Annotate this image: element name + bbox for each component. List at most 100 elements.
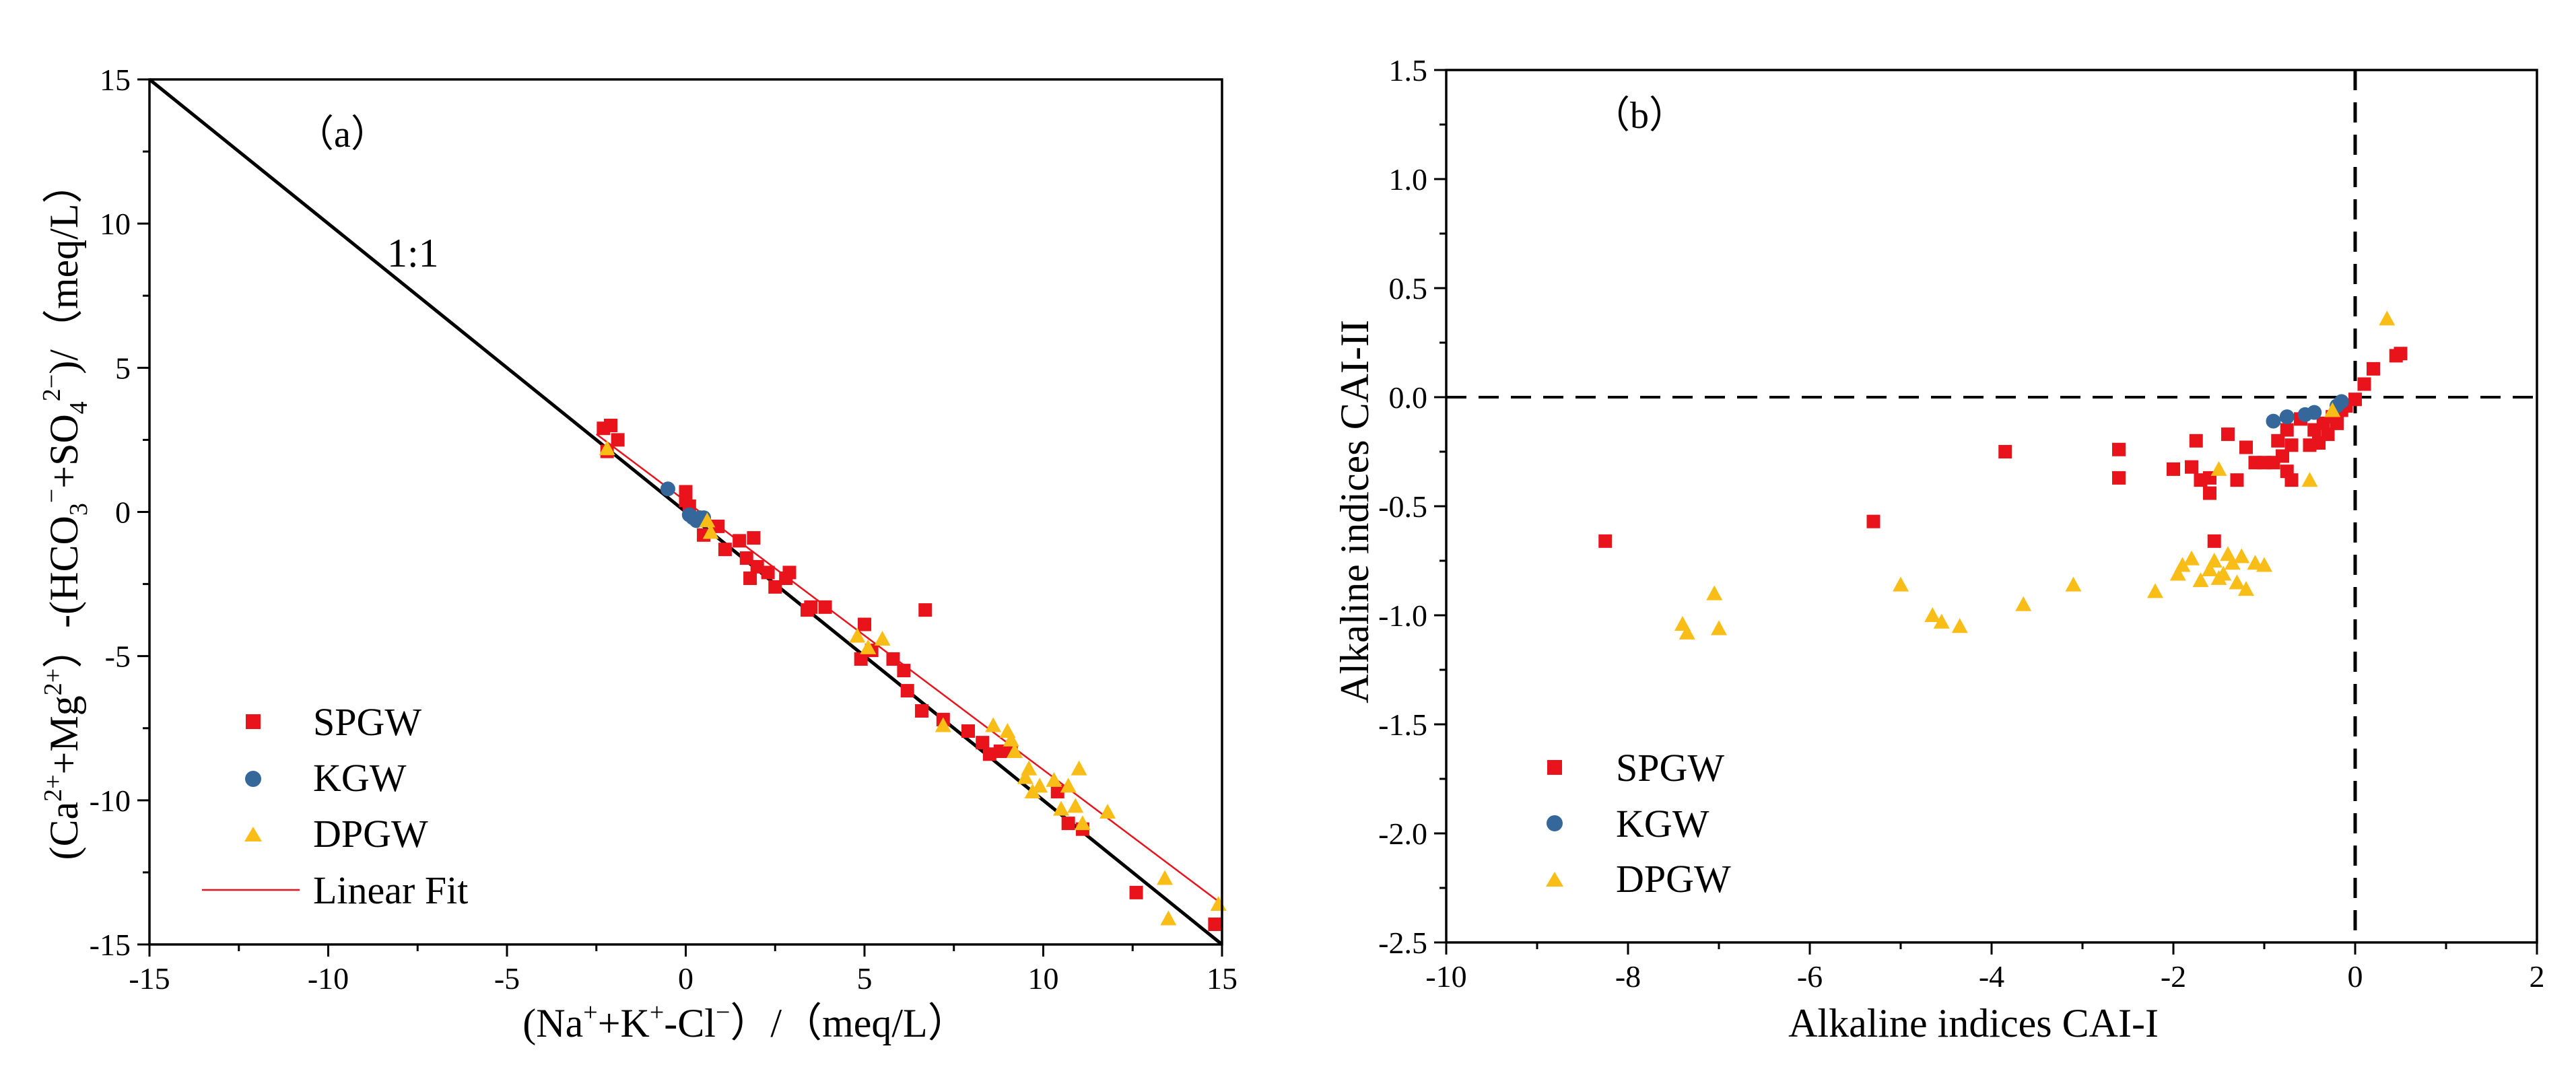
- y-tick-label: -15: [90, 928, 131, 962]
- data-point-spgw: [2271, 434, 2285, 448]
- x-tick-label: -4: [1979, 959, 2004, 994]
- data-point-spgw: [2394, 347, 2408, 361]
- data-point-spgw: [2367, 361, 2380, 376]
- data-point-dpgw: [2183, 550, 2200, 565]
- data-point-spgw: [886, 652, 900, 666]
- panel-a-one-to-one-label: 1:1: [387, 231, 439, 275]
- data-point-kgw: [660, 481, 675, 497]
- data-point-spgw: [2167, 462, 2180, 476]
- panel-a-ticks: -15 -10 -5 0 5 10 15 -15 -10 -5 0 5 10 15: [90, 63, 1238, 996]
- data-point-dpgw: [985, 717, 1002, 732]
- data-point-spgw: [603, 419, 617, 432]
- data-point-spgw: [2203, 486, 2216, 500]
- legend-label-dpgw: DPGW: [1616, 857, 1731, 901]
- y-tick-label: 5: [115, 351, 131, 385]
- data-point-spgw: [914, 704, 928, 718]
- panel-a-y-axis-title: (Ca2++Mg2+）-(HCO3−+SO42−)/（meq/L）: [38, 163, 93, 860]
- data-point-dpgw: [1679, 624, 1695, 640]
- data-point-spgw: [1598, 534, 1613, 548]
- panel-a-chart: -15 -10 -5 0 5 10 15 -15 -10 -5 0 5 10 15 （a） 1:1 (Na…: [38, 63, 1238, 1045]
- data-point-spgw: [2284, 473, 2299, 487]
- data-point-dpgw: [2174, 557, 2191, 572]
- legend-marker-spgw: [246, 714, 261, 729]
- data-point-dpgw: [874, 630, 891, 646]
- panel-b-label: （b）: [1592, 95, 1687, 137]
- data-point-dpgw: [2324, 402, 2341, 417]
- panel-a-legend: SPGW KGW DPGW Linear Fit: [202, 700, 468, 912]
- legend-label-spgw: SPGW: [1616, 746, 1724, 790]
- data-point-dpgw: [1021, 760, 1038, 775]
- y-tick-label: -2.0: [1378, 817, 1427, 851]
- x-tick-label: 0: [2348, 959, 2363, 994]
- data-point-spgw: [854, 652, 868, 666]
- data-point-spgw: [747, 531, 761, 545]
- data-point-spgw: [2185, 460, 2198, 474]
- data-point-spgw: [1998, 445, 2012, 458]
- data-point-spgw: [900, 684, 914, 698]
- y-tick-label: 1.5: [1389, 53, 1428, 88]
- data-point-dpgw: [2301, 472, 2318, 487]
- legend-marker-kgw: [245, 771, 261, 787]
- panel-b-chart: -10 -8 -6 -4 -2 0 2 -2.5 -2.0 -1.5 -1.0 -0.5 0.0 0.5 1…: [1332, 53, 2545, 1045]
- data-point-dpgw: [849, 627, 866, 643]
- data-point-kgw: [2279, 409, 2295, 425]
- data-point-dpgw: [1007, 743, 1023, 759]
- panel-b-legend: SPGW KGW DPGW: [1546, 746, 1731, 901]
- data-point-spgw: [2230, 473, 2244, 487]
- data-point-spgw: [2321, 427, 2335, 442]
- data-point-spgw: [961, 724, 975, 738]
- data-point-dpgw: [2229, 574, 2245, 590]
- y-tick-label: 0.5: [1389, 271, 1428, 306]
- data-point-dpgw: [2065, 576, 2082, 592]
- y-tick-label: 0.0: [1389, 380, 1428, 415]
- data-point-spgw: [2280, 423, 2294, 437]
- data-point-dpgw: [1060, 778, 1077, 793]
- data-point-dpgw: [935, 717, 951, 732]
- y-tick-label: -1.5: [1378, 708, 1427, 742]
- data-point-dpgw: [2238, 581, 2254, 596]
- x-tick-label: 15: [1207, 961, 1238, 996]
- data-point-dpgw: [702, 524, 719, 539]
- data-point-dpgw: [1067, 798, 1084, 813]
- data-point-spgw: [2239, 440, 2253, 454]
- data-point-spgw: [2112, 442, 2126, 456]
- data-point-spgw: [2357, 377, 2371, 391]
- legend-label-kgw: KGW: [313, 756, 407, 800]
- data-point-dpgw: [1711, 620, 1727, 635]
- data-point-dpgw: [1071, 760, 1087, 775]
- y-tick-label: 1.0: [1389, 162, 1428, 197]
- data-point-dpgw: [1160, 910, 1177, 926]
- data-point-spgw: [761, 565, 775, 580]
- data-point-dpgw: [1053, 800, 1070, 816]
- legend-marker-spgw: [1547, 760, 1562, 775]
- data-point-dpgw: [2206, 553, 2223, 567]
- data-point-spgw: [976, 736, 990, 750]
- panel-a-points: [597, 419, 1227, 932]
- x-tick-label: -2: [2161, 959, 2186, 994]
- data-point-spgw: [1208, 918, 1222, 932]
- y-tick-label: -2.5: [1378, 926, 1427, 960]
- data-point-dpgw: [2233, 548, 2250, 563]
- y-tick-label: 0: [115, 495, 131, 530]
- data-point-dpgw: [860, 639, 877, 654]
- x-tick-label: -15: [129, 961, 170, 996]
- data-point-spgw: [718, 543, 732, 557]
- data-point-spgw: [818, 600, 832, 614]
- data-point-dpgw: [699, 512, 716, 528]
- x-tick-label: -8: [1615, 959, 1641, 994]
- data-point-dpgw: [2224, 555, 2241, 570]
- data-point-spgw: [711, 519, 725, 533]
- data-point-spgw: [2276, 449, 2289, 463]
- legend-label-kgw: KGW: [1616, 802, 1709, 846]
- x-tick-label: -5: [494, 961, 520, 996]
- x-tick-label: -6: [1797, 959, 1823, 994]
- data-point-spgw: [2221, 427, 2235, 442]
- data-point-spgw: [2207, 534, 2221, 548]
- data-point-dpgw: [2202, 561, 2218, 576]
- data-point-spgw: [2189, 434, 2203, 448]
- y-tick-label: -10: [90, 784, 131, 818]
- data-point-spgw: [782, 565, 796, 580]
- data-point-dpgw: [1003, 731, 1019, 747]
- data-point-dpgw: [1017, 769, 1033, 784]
